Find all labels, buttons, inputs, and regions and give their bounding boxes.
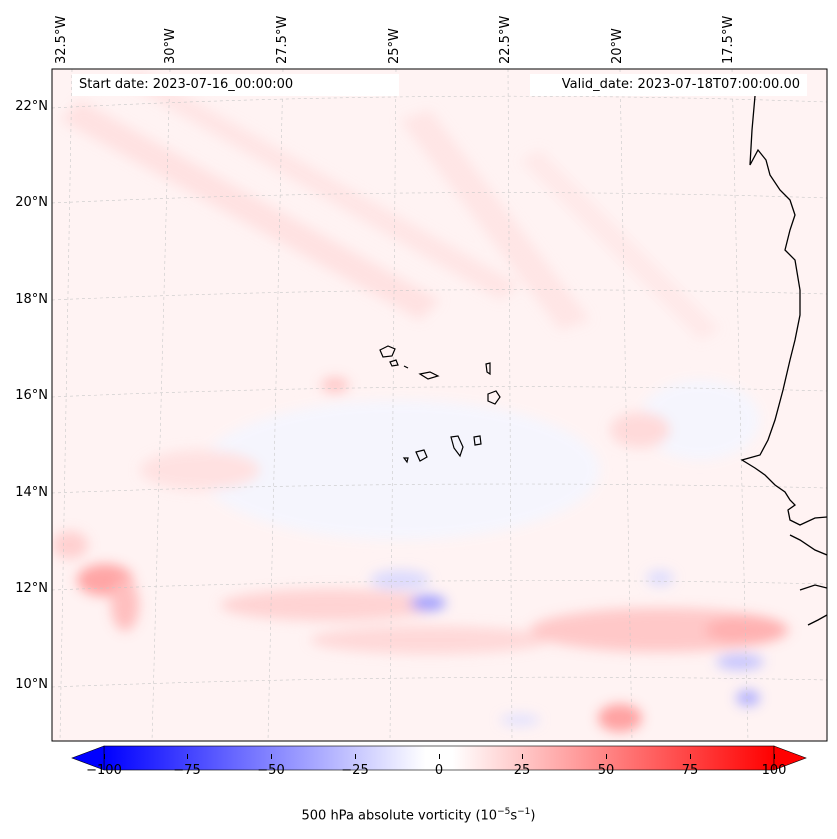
lat-label: 10°N xyxy=(15,677,48,692)
colorbar-tick-label: 50 xyxy=(597,763,615,778)
colorbar-tick-label: 25 xyxy=(513,763,531,778)
start-date-label: Start date: 2023-07-16_00:00:00 xyxy=(72,74,399,96)
colorbar-tick xyxy=(271,754,272,759)
colorbar-tick-label: 75 xyxy=(681,763,699,778)
colorbar-tick xyxy=(690,754,691,759)
colorbar-tick-label: −50 xyxy=(257,763,285,778)
cape-verde-islands xyxy=(379,345,501,464)
lon-label: 32.5°W xyxy=(54,15,69,64)
valid-date-label: Valid_date: 2023-07-18T07:00:00.00 xyxy=(530,74,807,96)
graticule xyxy=(52,69,827,741)
lat-label: 12°N xyxy=(15,581,48,596)
vorticity-field xyxy=(52,69,827,741)
lat-label: 18°N xyxy=(15,292,48,307)
colorbar-tick-label: −100 xyxy=(86,763,122,778)
coastline xyxy=(740,95,827,626)
colorbar-tick xyxy=(522,754,523,759)
lon-label: 17.5°W xyxy=(721,15,736,64)
lon-label: 30°W xyxy=(163,28,178,64)
colorbar-tick-label: −25 xyxy=(341,763,369,778)
lon-label: 25°W xyxy=(387,28,402,64)
lon-label: 22.5°W xyxy=(498,15,513,64)
colorbar-tick-label: −75 xyxy=(173,763,201,778)
colorbar-tick xyxy=(439,754,440,759)
lon-label: 27.5°W xyxy=(275,15,290,64)
colorbar-tick xyxy=(187,754,188,759)
colorbar-tick xyxy=(774,754,775,759)
lat-label: 16°N xyxy=(15,388,48,403)
colorbar-label: 500 hPa absolute vorticity (10−5s−1) xyxy=(301,807,536,824)
colorbar-tick xyxy=(104,754,105,759)
colorbar-tick xyxy=(355,754,356,759)
colorbar-tick xyxy=(606,754,607,759)
lat-label: 14°N xyxy=(15,485,48,500)
lat-label: 20°N xyxy=(15,195,48,210)
colorbar-tick-label: 0 xyxy=(434,763,444,778)
africa-coast xyxy=(740,95,827,526)
colorbar-tick-label: 100 xyxy=(761,763,787,778)
lat-label: 22°N xyxy=(15,99,48,114)
lon-label: 20°W xyxy=(610,28,625,64)
map-frame xyxy=(51,68,828,742)
